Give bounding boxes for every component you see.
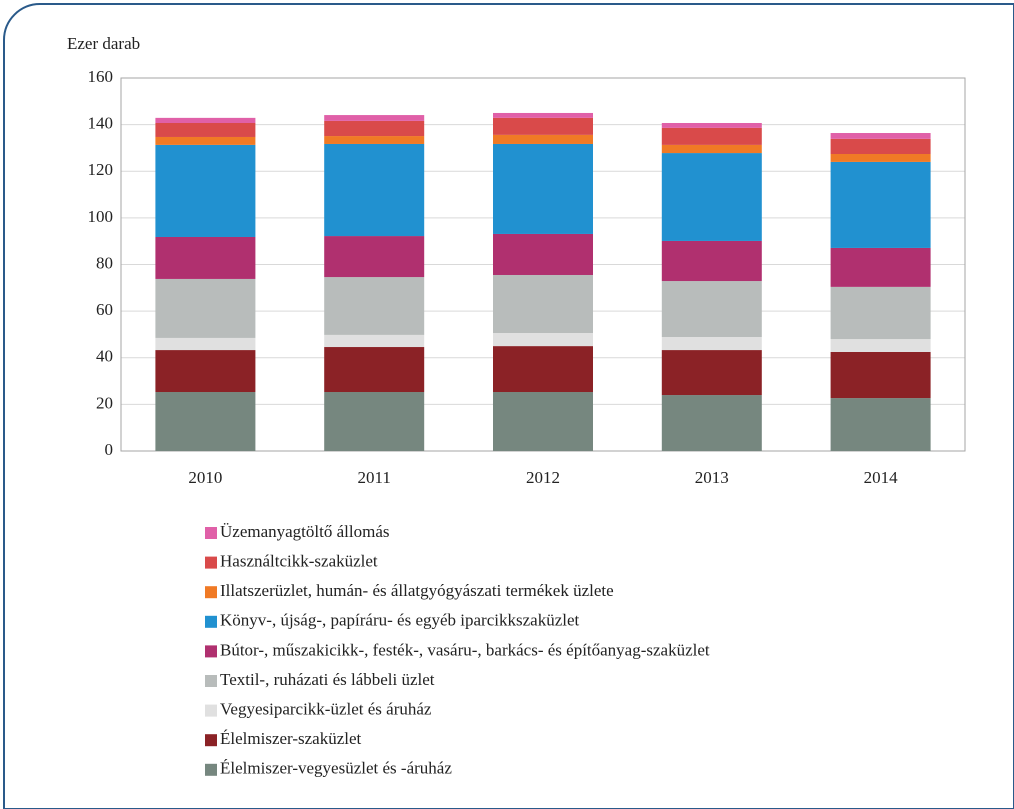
bar-segment bbox=[324, 392, 425, 451]
bar-segment bbox=[661, 127, 762, 145]
legend-label: Élelmiszer-vegyesüzlet és -áruház bbox=[220, 759, 452, 778]
legend-label: Élelmiszer-szaküzlet bbox=[220, 729, 362, 748]
bar-segment bbox=[661, 153, 762, 241]
bar-segment bbox=[493, 274, 593, 334]
bar-segment bbox=[155, 278, 256, 338]
legend-label: Üzemanyagtöltő állomás bbox=[220, 522, 389, 541]
y-axis-label: Ezer darab bbox=[67, 34, 140, 53]
bar-segment bbox=[661, 395, 762, 451]
bar-segment bbox=[830, 138, 931, 154]
legend-swatch bbox=[205, 704, 217, 717]
bar-segment bbox=[661, 350, 762, 396]
y-tick-label: 120 bbox=[88, 160, 114, 179]
y-tick-label: 140 bbox=[88, 114, 114, 133]
bar-segment bbox=[661, 144, 762, 154]
legend-label: Bútor-, műszakicikk-, festék-, vasáru-, … bbox=[220, 640, 710, 659]
bar-segment bbox=[155, 122, 256, 137]
bar-segment bbox=[324, 120, 425, 137]
bar-segment bbox=[155, 392, 256, 451]
bar-segment bbox=[830, 339, 931, 352]
bar-segment bbox=[324, 347, 425, 393]
bar-segment bbox=[493, 112, 593, 118]
bar-segment bbox=[324, 236, 425, 278]
bar-segment bbox=[493, 143, 593, 234]
x-tick-label: 2013 bbox=[695, 468, 729, 487]
bar-segment bbox=[493, 346, 593, 393]
legend-swatch bbox=[205, 734, 217, 747]
y-tick-label: 100 bbox=[88, 207, 114, 226]
legend-swatch bbox=[205, 615, 217, 628]
bar-segment bbox=[830, 247, 931, 287]
bar-segment bbox=[661, 337, 762, 351]
bar-segment bbox=[493, 134, 593, 144]
bar-segment bbox=[830, 161, 931, 248]
bar-segment bbox=[324, 334, 425, 348]
bar-segment bbox=[830, 286, 931, 340]
bar-segment bbox=[661, 122, 762, 128]
legend-swatch bbox=[205, 675, 217, 687]
y-tick-label: 20 bbox=[96, 393, 113, 412]
bar-segment bbox=[830, 351, 931, 399]
legend-swatch bbox=[205, 527, 217, 539]
x-tick-label: 2014 bbox=[864, 468, 899, 487]
bar-segment bbox=[324, 143, 425, 237]
bar-segment bbox=[155, 144, 256, 237]
legend-swatch bbox=[205, 586, 217, 599]
y-tick-label: 160 bbox=[88, 67, 114, 86]
bar-segment bbox=[155, 136, 256, 145]
bar-segment bbox=[155, 236, 256, 279]
legend-label: Textil-, ruházati és lábbeli üzlet bbox=[220, 670, 435, 689]
y-tick-label: 60 bbox=[96, 300, 113, 319]
y-tick-label: 0 bbox=[105, 440, 114, 459]
bar-segment bbox=[830, 398, 931, 451]
legend-label: Vegyesiparcikk-üzlet és áruház bbox=[220, 700, 432, 719]
legend-label: Használtcikk-szaküzlet bbox=[220, 552, 378, 571]
bar-segment bbox=[324, 136, 425, 144]
y-tick-label: 80 bbox=[96, 253, 113, 272]
bar-segment bbox=[830, 133, 931, 139]
legend-swatch bbox=[205, 556, 217, 569]
legend-label: Illatszerüzlet, humán- és állatgyógyásza… bbox=[220, 581, 614, 600]
bar-segment bbox=[155, 350, 256, 393]
x-tick-label: 2011 bbox=[358, 468, 391, 487]
legend-swatch bbox=[205, 763, 217, 776]
bar-segment bbox=[493, 117, 593, 135]
x-tick-label: 2012 bbox=[526, 468, 560, 487]
bar-segment bbox=[830, 153, 931, 162]
legend-label: Könyv-, újság-, papíráru- és egyéb iparc… bbox=[220, 611, 580, 630]
bar-segment bbox=[493, 333, 593, 347]
bar-segment bbox=[155, 117, 256, 123]
legend-swatch bbox=[205, 645, 217, 658]
bar-segment bbox=[324, 277, 425, 335]
bar-segment bbox=[493, 392, 593, 451]
bar-segment bbox=[493, 233, 593, 275]
y-tick-label: 40 bbox=[96, 347, 113, 366]
bar-segment bbox=[324, 115, 425, 121]
bar-segment bbox=[155, 337, 256, 351]
bar-segment bbox=[661, 281, 762, 338]
bar-segment bbox=[661, 240, 762, 282]
x-tick-label: 2010 bbox=[188, 468, 222, 487]
